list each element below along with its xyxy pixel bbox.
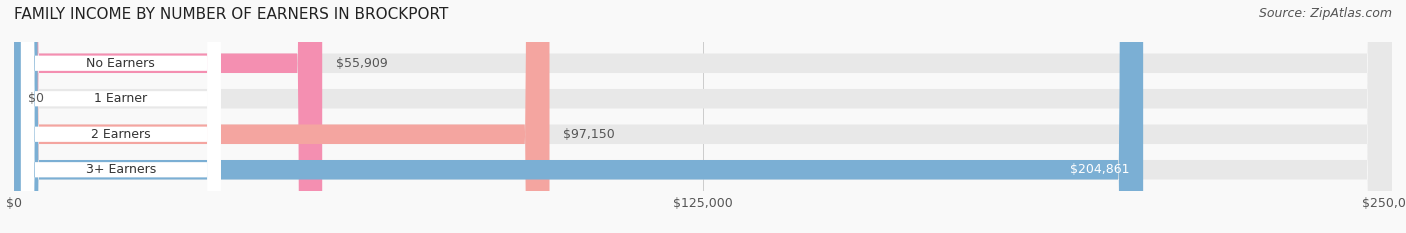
- Text: $55,909: $55,909: [336, 57, 388, 70]
- Text: 3+ Earners: 3+ Earners: [86, 163, 156, 176]
- FancyBboxPatch shape: [14, 0, 1392, 233]
- FancyBboxPatch shape: [21, 0, 221, 233]
- FancyBboxPatch shape: [21, 0, 221, 233]
- FancyBboxPatch shape: [14, 0, 1392, 233]
- Text: $0: $0: [28, 92, 44, 105]
- Text: No Earners: No Earners: [87, 57, 155, 70]
- FancyBboxPatch shape: [21, 0, 221, 233]
- Text: 1 Earner: 1 Earner: [94, 92, 148, 105]
- FancyBboxPatch shape: [14, 0, 322, 233]
- Text: FAMILY INCOME BY NUMBER OF EARNERS IN BROCKPORT: FAMILY INCOME BY NUMBER OF EARNERS IN BR…: [14, 7, 449, 22]
- FancyBboxPatch shape: [14, 0, 1392, 233]
- FancyBboxPatch shape: [14, 0, 1143, 233]
- Text: 2 Earners: 2 Earners: [91, 128, 150, 141]
- Text: $204,861: $204,861: [1070, 163, 1129, 176]
- FancyBboxPatch shape: [14, 0, 1392, 233]
- Text: $97,150: $97,150: [564, 128, 614, 141]
- Text: Source: ZipAtlas.com: Source: ZipAtlas.com: [1258, 7, 1392, 20]
- FancyBboxPatch shape: [14, 0, 550, 233]
- FancyBboxPatch shape: [21, 0, 221, 233]
